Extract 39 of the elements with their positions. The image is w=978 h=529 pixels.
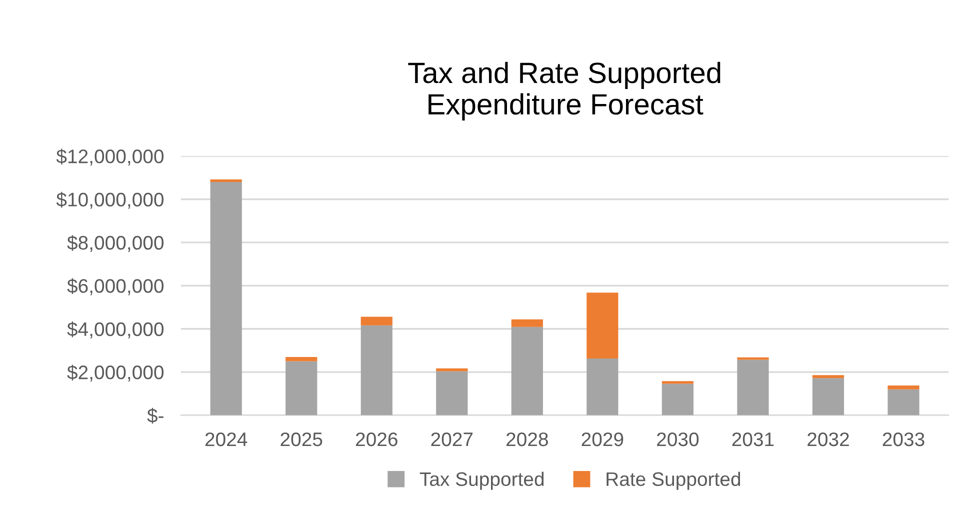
bar: [812, 378, 844, 416]
x-tick-label: 2030: [657, 432, 699, 446]
bar: [210, 179, 242, 182]
bar: [436, 371, 468, 416]
y-tick-label: $8,000,000: [67, 235, 164, 252]
legend-label: Rate Supported: [606, 472, 740, 490]
y-tick-label: $6,000,000: [67, 278, 164, 296]
x-tick-label: 2031: [732, 432, 774, 446]
x-tick-label: 2027: [431, 432, 473, 446]
x-tick-label: 2026: [356, 432, 398, 446]
y-tick-label: $10,000,000: [56, 192, 164, 209]
x-tick-label: 2032: [808, 432, 849, 446]
bar: [360, 316, 392, 326]
bar: [511, 326, 543, 416]
x-tick-label: 2033: [882, 432, 924, 446]
bar: [737, 360, 769, 416]
x-tick-label: 2025: [280, 432, 322, 446]
y-tick-label: $-: [147, 408, 164, 424]
bar: [662, 384, 694, 416]
x-tick-label: 2028: [506, 432, 548, 446]
y-tick-label: $2,000,000: [67, 364, 164, 382]
y-tick-label: $12,000,000: [56, 148, 164, 166]
bar: [737, 357, 769, 360]
bar: [812, 375, 844, 378]
chart-title: Tax and Rate Supported Expenditure Forecast: [408, 62, 720, 120]
bar: [888, 389, 920, 416]
bar: [888, 385, 920, 390]
legend-label: Tax Supported: [420, 472, 544, 490]
x-tick-label: 2024: [205, 432, 248, 446]
bar: [360, 325, 392, 416]
bar: [286, 361, 318, 416]
bar: [210, 182, 242, 416]
bar: [586, 292, 618, 358]
bar: [511, 319, 543, 327]
bar: [586, 358, 618, 416]
bar: [662, 381, 694, 384]
x-tick-label: 2029: [582, 432, 624, 446]
y-tick-label: $4,000,000: [67, 322, 164, 338]
bar: [286, 356, 318, 362]
